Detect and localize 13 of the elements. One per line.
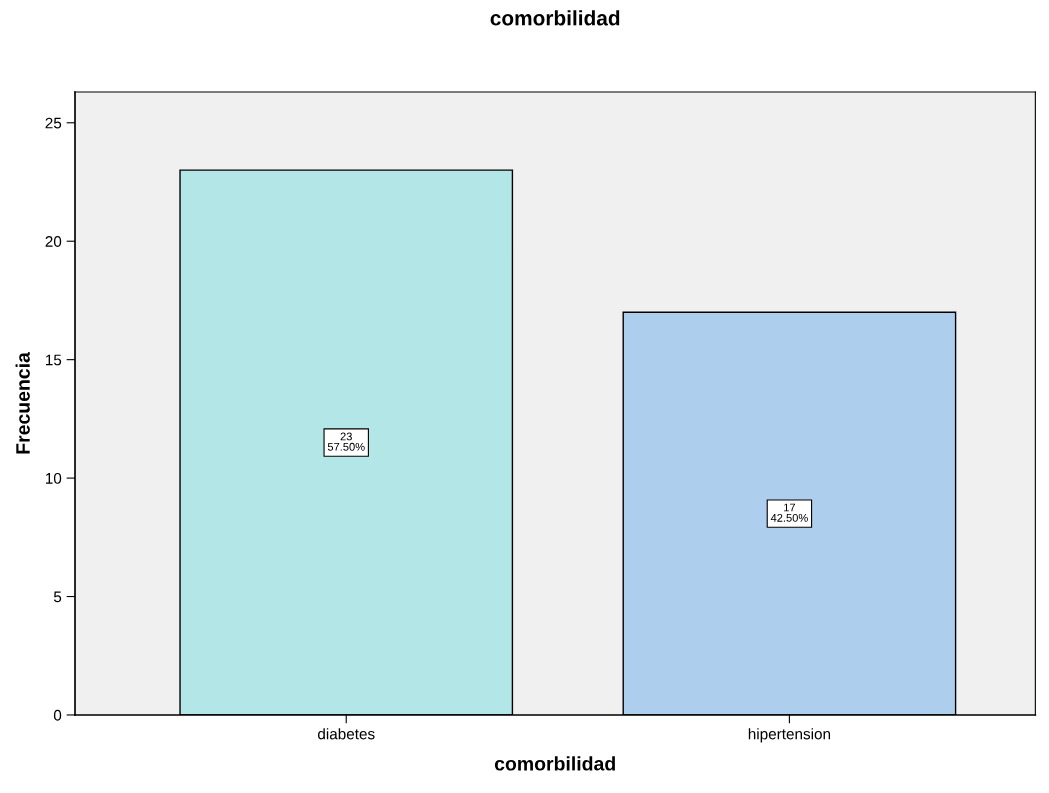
y-tick-label: 10: [45, 472, 62, 484]
y-axis-title: Frecuencia: [15, 352, 30, 454]
y-tick-label: 20: [45, 236, 62, 247]
x-axis-title: comorbilidad: [494, 756, 615, 771]
x-tick-label: hipertension: [748, 728, 831, 743]
y-tick-label: 25: [45, 117, 62, 129]
x-tick-label: diabetes: [317, 728, 375, 740]
y-tick-label: 0: [53, 709, 62, 721]
y-tick-label: 15: [45, 354, 62, 366]
data-label: 17 42.50%: [770, 503, 808, 522]
chart-title: comorbilidad: [490, 10, 620, 26]
y-tick-label: 5: [53, 591, 62, 603]
data-label: 23 57.50%: [327, 432, 365, 451]
